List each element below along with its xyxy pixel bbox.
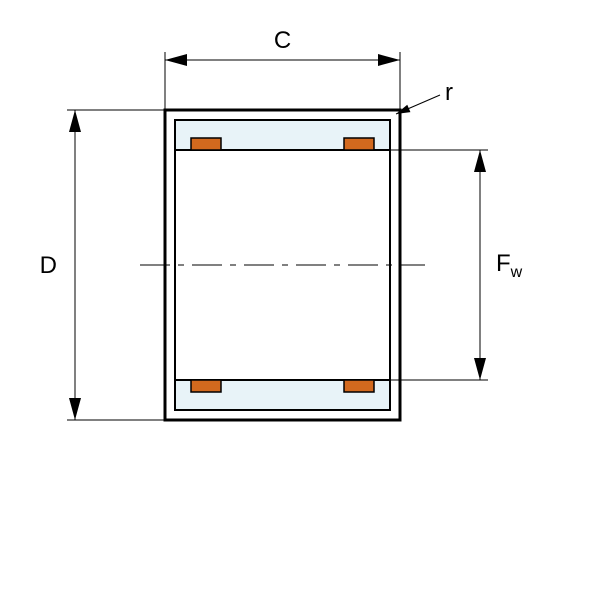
bearing-diagram: CDFwr <box>0 0 600 600</box>
label-d: D <box>40 252 57 279</box>
roller <box>191 380 221 392</box>
label-r: r <box>445 79 453 106</box>
canvas-bg <box>0 0 600 600</box>
roller <box>344 138 374 150</box>
roller <box>344 380 374 392</box>
roller <box>191 138 221 150</box>
label-c: C <box>274 27 291 54</box>
